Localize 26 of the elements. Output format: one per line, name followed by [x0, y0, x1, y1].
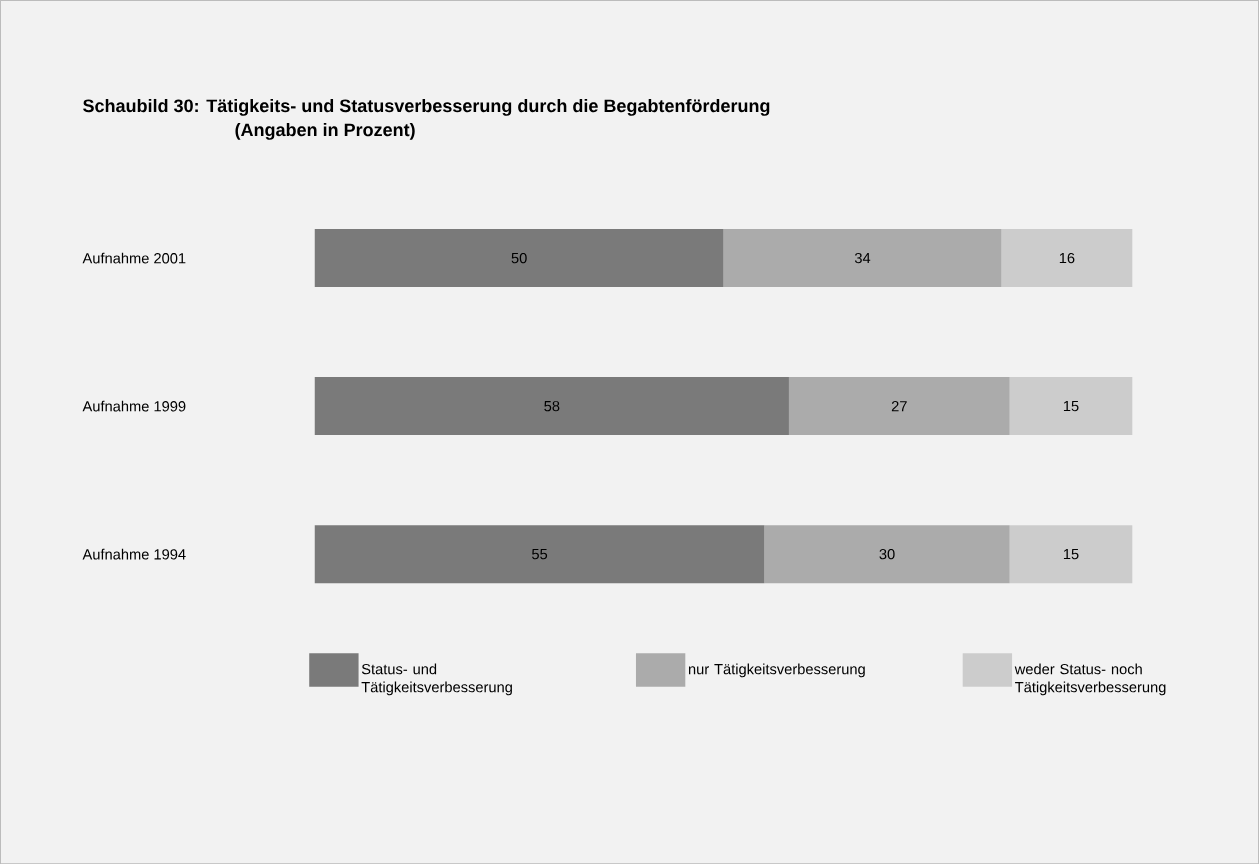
data-label: 58: [544, 400, 560, 412]
bar: [723, 228, 1002, 287]
y-tick-label: Aufnahme 1994: [82, 548, 186, 560]
data-label: 50: [511, 252, 527, 264]
data-label: 15: [1063, 548, 1079, 560]
data-label: 30: [879, 548, 895, 560]
bar: [314, 228, 724, 287]
legend-label: weder Status- noch Tätigkeitsverbesserung: [1014, 663, 1166, 696]
data-label: 27: [891, 400, 907, 412]
bar: [1009, 525, 1133, 584]
legend-label: nur Tätigkeitsverbesserung: [688, 663, 865, 678]
chart-title: Schaubild 30: Tätigkeits- und Statusverbesserung durch die Begabtenförderung: [83, 98, 770, 116]
bar: [764, 525, 1010, 584]
legend-label: Status- und Tätigkeitsverbesserung: [361, 663, 512, 696]
data-label: 34: [854, 252, 871, 264]
y-tick-label: Aufnahme 2001: [82, 252, 186, 264]
bar: [314, 525, 765, 584]
bar: [788, 376, 1010, 436]
data-label: 55: [532, 548, 548, 560]
bar: [314, 376, 789, 436]
bar: [1009, 376, 1133, 436]
chart-subtitle: (Angaben in Prozent): [235, 122, 415, 140]
bar: [1001, 228, 1133, 287]
data-label: 15: [1063, 400, 1079, 412]
y-tick-label: Aufnahme 1999: [82, 400, 186, 412]
data-label: 16: [1059, 252, 1075, 264]
